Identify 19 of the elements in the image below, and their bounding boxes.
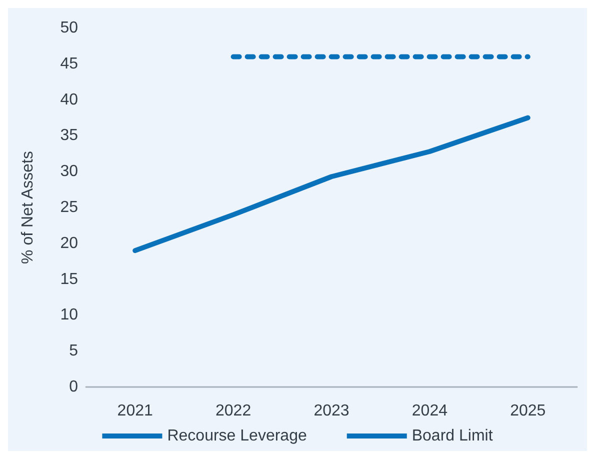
y-tick-label: 35: [60, 127, 78, 144]
x-tick-label: 2023: [314, 402, 350, 420]
y-axis-title: % of Net Assets: [20, 151, 36, 264]
legend-label: Board Limit: [412, 428, 494, 444]
y-tick-label: 0: [69, 378, 78, 396]
y-tick-label: 5: [69, 342, 78, 360]
y-tick-label: 25: [60, 199, 78, 216]
y-tick-label: 50: [60, 20, 78, 36]
y-tick-label: 10: [60, 306, 78, 324]
x-tick-label: 2024: [412, 402, 448, 420]
y-tick-label: 30: [60, 163, 78, 180]
x-tick-label: 2022: [216, 402, 252, 420]
x-tick-label: 2025: [510, 402, 546, 420]
y-tick-label: 20: [60, 234, 78, 252]
y-tick-label: 40: [60, 91, 78, 108]
x-tick-label: 2021: [117, 402, 153, 420]
y-tick-label: 15: [60, 270, 78, 288]
legend-label: Recourse Leverage: [167, 428, 307, 444]
y-tick-label: 45: [60, 55, 78, 72]
